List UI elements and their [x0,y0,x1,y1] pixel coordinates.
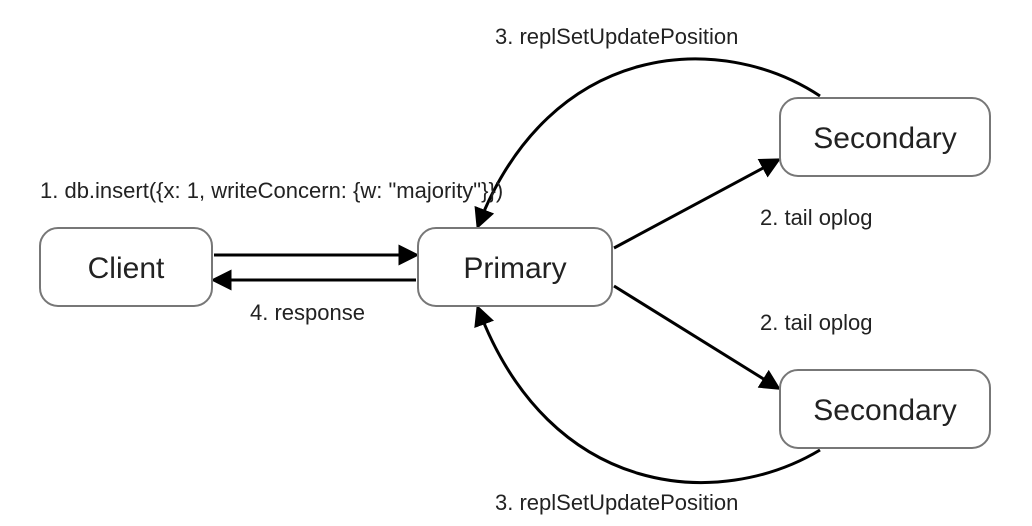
node-client: Client [40,228,212,306]
node-secondary1: Secondary [780,98,990,176]
label-step3-bottom: 3. replSetUpdatePosition [495,490,738,515]
label-step2-top: 2. tail oplog [760,205,873,230]
edge-secondary1-to-primary [478,59,820,226]
node-client-label: Client [88,252,165,285]
replication-diagram: Client Primary Secondary Secondary 1. db… [0,0,1032,526]
node-primary-label: Primary [463,252,566,285]
node-secondary1-label: Secondary [813,122,956,155]
label-step3-top: 3. replSetUpdatePosition [495,24,738,49]
label-step1: 1. db.insert({x: 1, writeConcern: {w: "m… [40,178,503,203]
node-primary: Primary [418,228,612,306]
node-secondary2: Secondary [780,370,990,448]
label-step4: 4. response [250,300,365,325]
edge-primary-to-secondary2 [614,286,778,388]
label-step2-bottom: 2. tail oplog [760,310,873,335]
edge-primary-to-secondary1 [614,160,778,248]
node-secondary2-label: Secondary [813,394,956,427]
